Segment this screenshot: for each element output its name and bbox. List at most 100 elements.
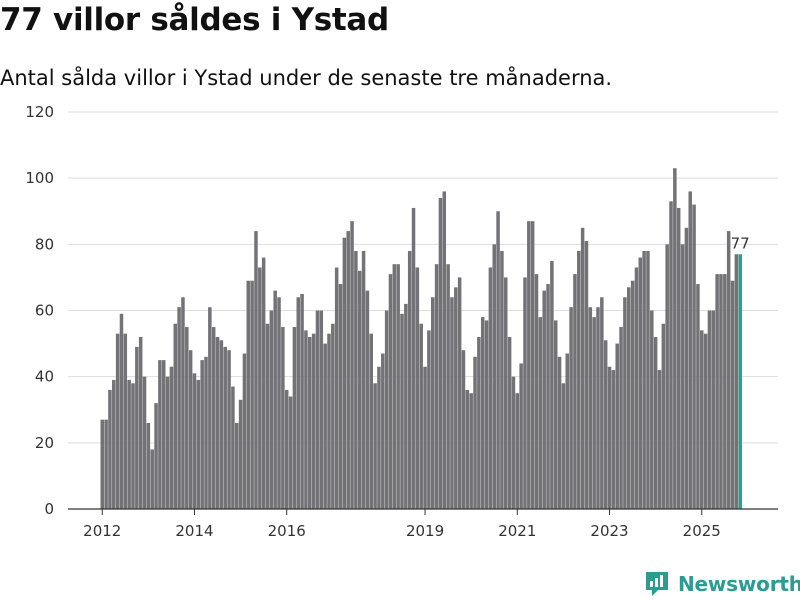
bar-24 xyxy=(192,373,197,509)
bar-161 xyxy=(719,274,723,509)
bar-34 xyxy=(231,386,235,509)
bar-113 xyxy=(534,274,539,509)
bar-30 xyxy=(215,336,220,509)
bar-81 xyxy=(411,207,416,510)
bar-22 xyxy=(185,327,189,509)
newsworthy-logo[interactable]: Newsworthy xyxy=(644,570,800,598)
bar-16 xyxy=(161,360,166,509)
bar-1 xyxy=(104,419,108,509)
bar-131 xyxy=(603,340,608,509)
x-tick-label-2021: 2021 xyxy=(498,522,536,540)
bar-154 xyxy=(692,204,696,509)
bar-118 xyxy=(553,320,558,509)
bar-104 xyxy=(500,250,504,509)
x-axis-ticks: 2012 2014 2016 2019 2021 2023 2025 xyxy=(83,509,721,540)
bar-10 xyxy=(138,336,143,509)
bar-93 xyxy=(457,277,462,509)
bar-76 xyxy=(392,264,397,509)
bar-14 xyxy=(154,403,158,509)
bar-142 xyxy=(646,250,650,509)
bar-21 xyxy=(181,297,185,509)
y-tick-label-60: 60 xyxy=(35,302,54,320)
bar-99 xyxy=(480,317,485,509)
x-tick-label-2025: 2025 xyxy=(683,522,721,540)
bar-140 xyxy=(638,257,643,509)
bar-57 xyxy=(319,310,324,509)
bar-165 xyxy=(734,254,739,509)
bar-122 xyxy=(569,307,573,509)
bar-28 xyxy=(208,307,212,509)
bar-69 xyxy=(365,290,370,509)
bar-15 xyxy=(158,360,162,509)
bar-150 xyxy=(676,207,681,510)
bar-121 xyxy=(565,353,570,509)
bar-73 xyxy=(381,353,385,509)
bar-67 xyxy=(357,270,362,509)
bar-133 xyxy=(611,370,616,509)
bar-60 xyxy=(331,323,335,509)
bar-52 xyxy=(300,293,304,509)
bar-11 xyxy=(142,376,147,509)
bar-39 xyxy=(250,280,254,509)
bar-17 xyxy=(165,376,170,509)
bar-98 xyxy=(477,336,481,509)
bar-119 xyxy=(557,356,562,509)
bar-6 xyxy=(123,333,128,509)
bar-155 xyxy=(696,284,700,509)
bar-series xyxy=(100,168,742,510)
bar-129 xyxy=(596,307,600,509)
bar-48 xyxy=(284,389,289,509)
bar-146 xyxy=(661,323,666,509)
bar-19 xyxy=(173,323,178,509)
bar-89 xyxy=(442,191,447,509)
bar-135 xyxy=(619,327,623,509)
bar-55 xyxy=(311,333,316,509)
bar-49 xyxy=(288,396,293,509)
chart-subtitle: Antal sålda villor i Ystad under de sena… xyxy=(0,66,613,90)
bar-128 xyxy=(592,317,596,509)
bar-143 xyxy=(650,310,654,509)
bar-151 xyxy=(680,244,685,510)
bar-96 xyxy=(469,393,473,509)
bar-50 xyxy=(292,327,297,509)
bar-63 xyxy=(342,237,347,509)
bar-44 xyxy=(269,310,274,509)
bar-74 xyxy=(384,310,389,509)
bar-83 xyxy=(419,323,423,509)
bar-20 xyxy=(177,307,181,509)
bar-75 xyxy=(388,274,393,509)
bar-35 xyxy=(235,422,239,509)
bar-107 xyxy=(511,376,516,509)
bar-144 xyxy=(653,336,658,509)
bar-110 xyxy=(523,277,527,509)
bar-5 xyxy=(119,313,124,509)
bar-127 xyxy=(588,307,593,509)
bar-163 xyxy=(726,231,731,509)
y-tick-label-100: 100 xyxy=(25,169,54,187)
x-tick-label-2016: 2016 xyxy=(268,522,306,540)
bar-47 xyxy=(281,327,285,509)
bar-112 xyxy=(530,221,535,510)
bar-42 xyxy=(261,257,266,509)
newsworthy-logo-icon xyxy=(646,572,668,596)
y-axis-ticks: 0 20 40 60 80 100 120 xyxy=(25,103,54,518)
bar-92 xyxy=(454,287,458,509)
bar-64 xyxy=(346,231,350,509)
y-tick-label-120: 120 xyxy=(25,103,54,121)
bar-126 xyxy=(584,241,589,509)
bar-46 xyxy=(277,297,281,509)
bar-12 xyxy=(146,422,151,509)
y-tick-label-80: 80 xyxy=(35,235,54,253)
x-tick-label-2023: 2023 xyxy=(590,522,628,540)
bar-139 xyxy=(634,267,639,509)
bar-114 xyxy=(538,317,543,509)
bar-84 xyxy=(423,366,427,509)
bar-91 xyxy=(450,297,454,509)
bar-8 xyxy=(131,383,135,509)
bar-108 xyxy=(515,393,520,509)
bar-4 xyxy=(115,333,120,509)
bar-134 xyxy=(615,343,619,509)
bar-2 xyxy=(108,389,112,509)
bar-88 xyxy=(438,198,443,509)
bar-33 xyxy=(227,350,231,509)
